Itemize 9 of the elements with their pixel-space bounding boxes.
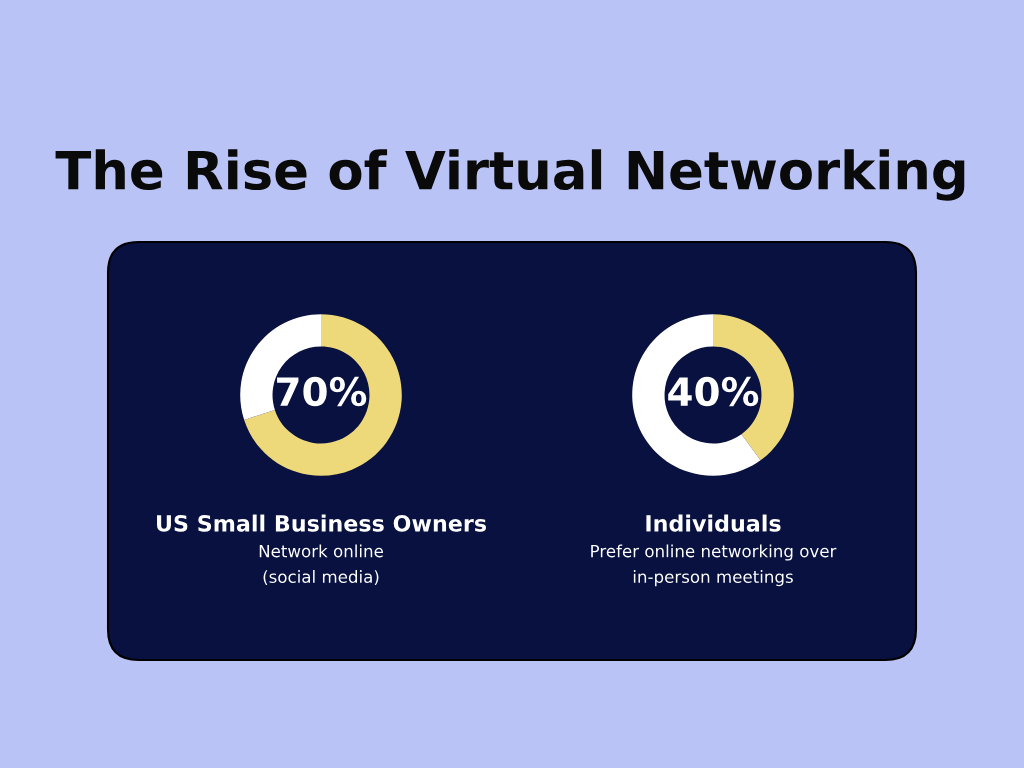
text: Network online (social media) [259,544,383,585]
text: Individuals [646,514,781,532]
donut-slice [244,314,402,476]
data-label: 40% [668,376,759,407]
donut-slice [632,314,761,476]
data-label: 70% [277,376,367,407]
text: US Small Business Owners [156,514,486,532]
text: The Rise of Virtual Networking [55,149,965,201]
text: Prefer online networking over in-person meetings [591,544,837,587]
